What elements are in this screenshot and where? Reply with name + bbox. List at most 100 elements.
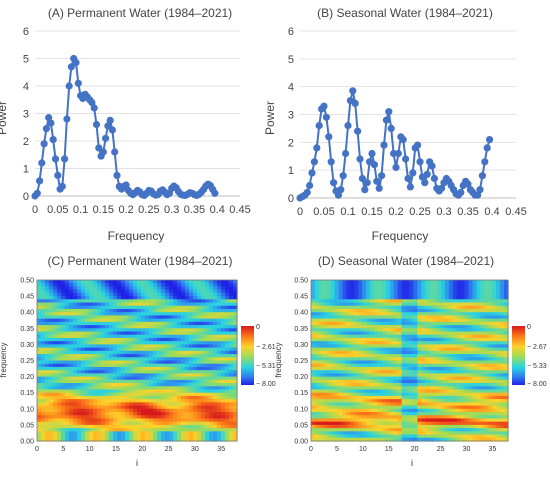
b-data-point [342, 150, 349, 157]
a-data-point [113, 172, 120, 179]
a-x-tick-label: 0.1 [73, 204, 88, 216]
b-data-point [385, 108, 392, 115]
a-y-tick-label: 5 [23, 54, 29, 66]
panel-c-y-axis-label: frequency [0, 342, 8, 377]
a-x-tick-label: 0.25 [138, 204, 159, 216]
c-x-tick-label: 10 [86, 446, 94, 453]
a-x-tick-label: 0.05 [47, 204, 68, 216]
panel-a-line-chart: (A) Permanent Water (1984–2021) 0123456 … [0, 6, 251, 243]
b-data-point [484, 144, 491, 151]
c-y-tick-label: 0.20 [20, 374, 34, 381]
b-data-point [395, 150, 402, 157]
b-x-tick-label: 0 [297, 206, 303, 218]
b-data-point [313, 144, 320, 151]
a-data-point [41, 140, 48, 147]
panel-b-title: (B) Seasonal Water (1984–2021) [317, 6, 493, 20]
a-x-tick-label: 0.45 [229, 204, 250, 216]
a-y-tick-label: 6 [23, 26, 29, 38]
b-y-tick-label: 0 [288, 193, 294, 205]
c-x-tick-label: 0 [35, 446, 39, 453]
panel-a-series-line [35, 59, 215, 197]
c-y-tick-label: 0.35 [20, 326, 34, 333]
c-y-tick-label: 0.25 [20, 358, 34, 365]
b-data-point [340, 172, 347, 179]
b-data-point [328, 158, 335, 165]
a-data-point [47, 120, 54, 127]
a-x-tick-label: 0.15 [93, 204, 114, 216]
panel-c-y-tick-labels: 0.000.050.100.150.200.250.300.350.400.45… [20, 278, 34, 446]
b-data-point [457, 189, 464, 196]
a-data-point [34, 190, 41, 197]
a-data-point [109, 126, 116, 133]
b-data-point [352, 100, 359, 107]
b-data-point [323, 114, 330, 121]
b-data-point [428, 162, 435, 169]
panel-c-colorbar [241, 326, 254, 385]
c-colorbar-label: − 8.00 [256, 381, 276, 388]
a-data-point [36, 177, 43, 184]
b-x-tick-label: 0.3 [436, 206, 451, 218]
panel-a-data-points [31, 55, 218, 200]
b-data-point [325, 133, 332, 140]
c-colorbar-label: − 5.31 [256, 363, 276, 370]
panel-d-heatmap-cells [311, 280, 509, 442]
b-data-point [320, 103, 327, 110]
panel-a-title: (A) Permanent Water (1984–2021) [48, 6, 232, 20]
a-y-tick-label: 1 [23, 164, 29, 176]
b-data-point [486, 136, 493, 143]
a-data-point [75, 80, 82, 87]
b-data-point [414, 142, 421, 149]
b-y-tick-label: 4 [288, 82, 294, 94]
b-data-point [364, 179, 371, 186]
b-data-point [431, 175, 438, 182]
b-data-point [383, 117, 390, 124]
b-data-point [476, 186, 483, 193]
b-x-tick-label: 0.1 [340, 206, 355, 218]
c-y-tick-label: 0.00 [20, 439, 34, 446]
panel-c-colorbar-labels: 0− 2.61− 5.31− 8.00 [256, 324, 276, 388]
c-x-tick-label: 30 [191, 446, 199, 453]
a-data-point [63, 115, 70, 122]
c-y-tick-label: 0.50 [20, 278, 34, 285]
c-x-tick-label: 25 [165, 446, 173, 453]
b-x-tick-label: 0.35 [457, 206, 478, 218]
c-x-tick-label: 15 [112, 446, 120, 453]
b-data-point [349, 87, 356, 94]
a-data-point [91, 104, 98, 111]
b-data-point [421, 179, 428, 186]
b-data-point [424, 171, 431, 178]
a-data-point [100, 148, 107, 155]
panel-b-x-axis-label: Frequency [372, 229, 429, 243]
a-x-tick-label: 0.35 [184, 204, 205, 216]
b-x-tick-label: 0.05 [313, 206, 334, 218]
c-x-tick-label: 35 [217, 446, 225, 453]
a-x-tick-label: 0.4 [210, 204, 225, 216]
b-x-tick-label: 0.2 [388, 206, 403, 218]
b-data-point [388, 125, 395, 132]
a-data-point [93, 121, 100, 128]
b-data-point [337, 186, 344, 193]
b-data-point [306, 182, 313, 189]
b-y-tick-label: 3 [288, 110, 294, 122]
b-data-point [373, 178, 380, 185]
b-data-point [409, 169, 416, 176]
a-data-point [61, 155, 68, 162]
b-x-tick-label: 0.25 [409, 206, 430, 218]
a-data-point [211, 190, 218, 197]
panel-a-gridlines [35, 31, 240, 196]
c-x-tick-label: 20 [138, 446, 146, 453]
a-y-tick-label: 2 [23, 136, 29, 148]
panel-c-x-axis-label: i [136, 458, 138, 468]
b-data-point [481, 158, 488, 165]
panel-c-heatmap-cells [37, 280, 238, 442]
b-y-tick-label: 1 [288, 165, 294, 177]
a-data-point [54, 172, 61, 179]
panel-b-series-line [300, 91, 490, 198]
b-x-tick-label: 0.15 [361, 206, 382, 218]
c-y-tick-label: 0.05 [20, 422, 34, 429]
b-x-tick-label: 0.45 [505, 206, 526, 218]
a-x-tick-label: 0 [32, 204, 38, 216]
